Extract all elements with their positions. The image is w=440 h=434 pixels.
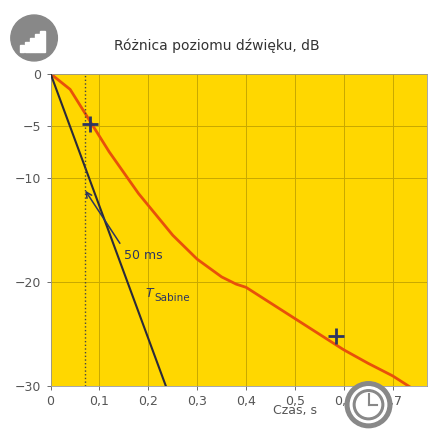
Circle shape — [350, 387, 387, 423]
Circle shape — [356, 393, 381, 417]
Text: Czas, s: Czas, s — [273, 404, 317, 417]
Circle shape — [11, 15, 57, 61]
Bar — [35, 34, 40, 52]
Bar — [20, 45, 25, 52]
Circle shape — [353, 390, 384, 420]
Bar — [25, 42, 29, 52]
Text: Różnica poziomu dźwięku, dB: Różnica poziomu dźwięku, dB — [114, 38, 320, 53]
Circle shape — [345, 382, 392, 427]
Text: T: T — [146, 287, 154, 300]
Bar — [30, 38, 35, 52]
Text: 50 ms: 50 ms — [124, 249, 162, 262]
Text: Sabine: Sabine — [155, 293, 190, 302]
Bar — [40, 30, 45, 52]
